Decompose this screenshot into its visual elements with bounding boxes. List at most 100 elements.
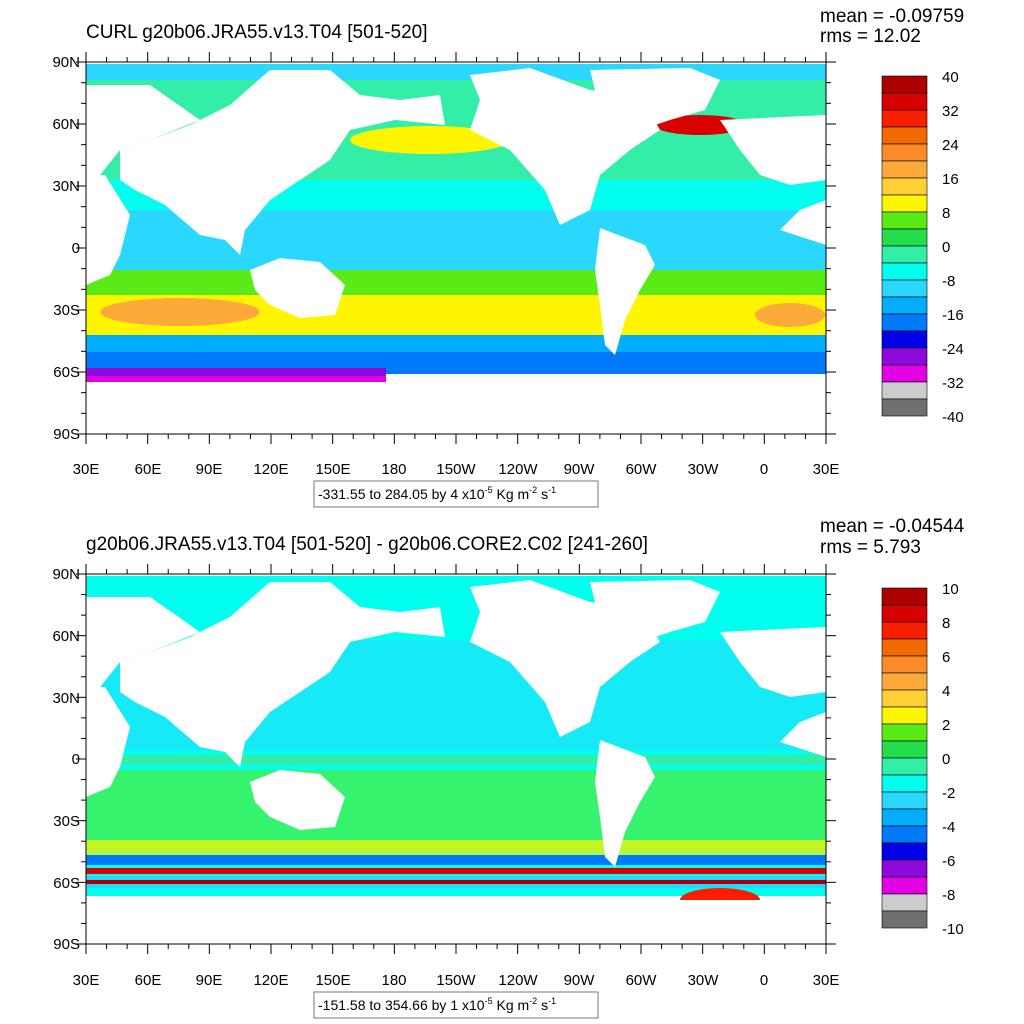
panel-2-lat-label: 90S	[53, 936, 80, 953]
panel-2-red-band-2	[86, 880, 826, 884]
panel-2-colorbar-label: 10	[942, 581, 959, 598]
panel-2-lat-labels: 90N 60N 30N 0 30S 60S 90S	[52, 566, 80, 953]
panel-2-lat-label: 30N	[52, 690, 80, 707]
panel-1-lon-label: 120E	[253, 461, 288, 478]
panel-1-colorbar-swatch	[881, 194, 928, 213]
panel-2-lon-label: 150E	[315, 972, 350, 989]
panel-1-lon-label: 30E	[73, 461, 100, 478]
panel-2-colorbar-swatch	[881, 774, 928, 793]
panel-1-lon-label: 150W	[436, 461, 476, 478]
panel-1-colorbar-swatch	[881, 347, 928, 366]
panel-1-southern-band-1	[86, 335, 826, 355]
panel-1-colorbar-swatch	[881, 228, 928, 247]
panel-2: g20b06.JRA55.v13.T04 [501-520] - g20b06.…	[52, 516, 965, 1019]
panel-2-colorbar-swatch	[881, 876, 928, 895]
panel-1-colorbar-swatch	[881, 143, 928, 162]
panel-2-lon-label: 30E	[813, 972, 840, 989]
panel-2-colorbar-swatch	[881, 859, 928, 878]
panel-1-range-box: -331.55 to 284.05 by 4 x10-5 Kg m-2 s-1	[313, 480, 599, 508]
panel-2-rms: rms = 5.793	[820, 537, 921, 558]
panel-1-colorbar-label: 40	[942, 69, 959, 86]
panel-2-lat-label: 60N	[52, 628, 80, 645]
panel-2-south-band	[86, 770, 826, 850]
panel-1-colorbar-label: -16	[942, 307, 964, 324]
panel-1-lat-labels: 90N 60N 30N 0 30S 60S 90S	[52, 54, 80, 443]
panel-1-colorbar-swatch	[881, 109, 928, 128]
panel-1-colorbar-swatch	[881, 364, 928, 383]
panel-1-colorbar-swatch	[881, 92, 928, 111]
panel-1-lon-label: 30E	[813, 461, 840, 478]
panel-2-africa-south	[86, 687, 130, 797]
panel-1-antarctica	[86, 390, 826, 434]
panel-2-africa-north	[86, 597, 200, 687]
panel-1-yellow-patch-pacific	[350, 126, 510, 154]
panel-1-colorbar-label: 32	[942, 103, 959, 120]
panel-1-title: CURL g20b06.JRA55.v13.T04 [501-520]	[86, 22, 428, 43]
panel-2-land	[86, 580, 826, 944]
panel-2-lat-label: 60S	[53, 875, 80, 892]
panel-1-colorbar-swatch	[881, 330, 928, 349]
panel-1-colorbar-swatch	[881, 75, 928, 94]
panel-1-colorbar-swatch	[881, 279, 928, 298]
panel-1-colorbar-label: 24	[942, 137, 959, 154]
panel-2-range-box: -151.58 to 354.66 by 1 x10-5 Kg m-2 s-1	[313, 991, 599, 1019]
panel-2-colorbar-swatch	[881, 791, 928, 810]
panel-1-lon-label: 150E	[315, 461, 350, 478]
panel-2-title: g20b06.JRA55.v13.T04 [501-520] - g20b06.…	[86, 534, 648, 555]
panel-2-range-frame	[313, 991, 599, 1019]
panel-1-ticks	[76, 52, 836, 444]
panel-1-lat-label: 60N	[52, 116, 80, 133]
panel-1-colorbar-swatch	[881, 262, 928, 281]
panel-1-lon-labels: 30E 60E 90E 120E 150E 180 150W 120W 90W …	[73, 461, 840, 478]
panel-1-colorbar-labels: 40 32 24 16 8 0 -8 -16 -24 -32 -40	[942, 69, 964, 426]
panel-2-antarctica	[86, 900, 826, 944]
panel-1-colorbar	[881, 75, 928, 417]
panel-2-colorbar-swatch	[881, 604, 928, 623]
panel-2-colorbar-swatch	[881, 655, 928, 674]
panel-2-lon-label: 60E	[135, 972, 162, 989]
panel-1-colorbar-swatch	[881, 177, 928, 196]
panel-2-lon-labels: 30E 60E 90E 120E 150E 180 150W 120W 90W …	[73, 972, 840, 989]
panel-2-south-america	[595, 740, 655, 867]
panel-2-lat-label: 30S	[53, 813, 80, 830]
panel-1-southern-band-3	[86, 368, 386, 378]
panel-1-land	[86, 68, 826, 434]
panel-2-lon-label: 60W	[626, 972, 658, 989]
panel-2-red-band-1	[86, 868, 826, 874]
panel-2-europe	[720, 627, 826, 697]
panel-1-orange-patch-indian	[100, 298, 260, 326]
panel-1-colorbar-label: -32	[942, 375, 964, 392]
panel-2-colorbar-label: -8	[942, 887, 955, 904]
panel-2-map	[86, 574, 826, 944]
panel-1-lat-label: 60S	[53, 364, 80, 381]
panel-2-ticks	[76, 564, 836, 954]
panel-2-colorbar-swatch	[881, 757, 928, 776]
panel-1-colorbar-label: -24	[942, 341, 964, 358]
panel-1-orange-patch-atlantic	[755, 303, 825, 327]
panel-2-colorbar	[881, 587, 928, 929]
panel-2-equator-band	[86, 755, 826, 765]
panel-2-colorbar-label: 6	[942, 649, 950, 666]
panel-1-rms: rms = 12.02	[820, 26, 921, 47]
panel-2-colorbar-swatch	[881, 621, 928, 640]
panel-1-colorbar-label: 16	[942, 171, 959, 188]
panel-2-colorbar-label: 8	[942, 615, 950, 632]
panel-2-colorbar-label: 0	[942, 751, 950, 768]
panel-2-colorbar-swatch	[881, 893, 928, 912]
panel-1-eurasia	[120, 70, 445, 255]
panel-1-lat-label: 30S	[53, 302, 80, 319]
panel-1-lon-label: 30W	[688, 461, 720, 478]
panel-2-colorbar-swatch	[881, 638, 928, 657]
panel-1-arctic-band	[86, 64, 826, 80]
panel-1-range-frame	[313, 480, 599, 508]
panel-2-greenland	[590, 580, 720, 642]
panel-2-africa-east-edge	[780, 712, 826, 757]
panel-2-colorbar-label: 2	[942, 717, 950, 734]
panel-1-mean: mean = -0.09759	[820, 6, 964, 27]
panel-2-lon-label: 0	[760, 972, 768, 989]
panel-1-colorbar-swatch	[881, 296, 928, 315]
panel-1-europe	[720, 115, 826, 185]
panel-1-colorbar-swatch	[881, 313, 928, 332]
panel-2-colorbar-label: -6	[942, 853, 955, 870]
